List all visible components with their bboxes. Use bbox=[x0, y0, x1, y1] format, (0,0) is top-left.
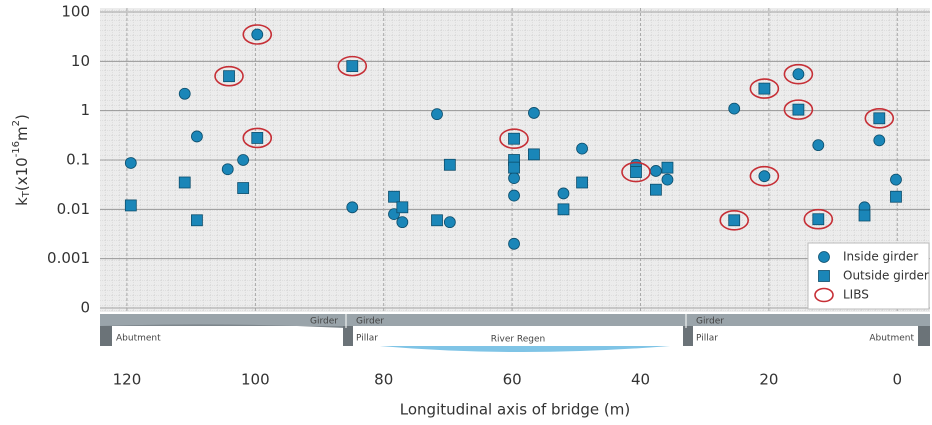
point bbox=[662, 162, 673, 173]
point bbox=[874, 135, 885, 146]
abutment-block bbox=[100, 326, 112, 346]
point bbox=[509, 162, 520, 173]
point bbox=[224, 71, 235, 82]
point bbox=[859, 210, 870, 221]
deck bbox=[100, 314, 930, 326]
point bbox=[125, 157, 136, 168]
x-tick-label: 100 bbox=[241, 371, 270, 389]
point bbox=[347, 202, 358, 213]
point bbox=[509, 238, 520, 249]
y-tick-label: 0.1 bbox=[66, 151, 90, 169]
point bbox=[813, 140, 824, 151]
point bbox=[813, 214, 824, 225]
point bbox=[252, 29, 263, 40]
river-label: River Regen bbox=[491, 335, 546, 345]
point bbox=[238, 183, 249, 194]
point bbox=[577, 143, 588, 154]
point bbox=[729, 215, 740, 226]
y-label-part: k bbox=[13, 197, 31, 206]
point bbox=[650, 184, 661, 195]
y-tick-label: 1 bbox=[80, 101, 90, 119]
point bbox=[874, 113, 885, 124]
x-tick-label: 0 bbox=[892, 371, 902, 389]
point bbox=[528, 149, 539, 160]
x-tick-label: 60 bbox=[503, 371, 522, 389]
y-label-part: ) bbox=[13, 114, 31, 120]
y-label-part: (x10 bbox=[13, 157, 31, 191]
x-tick-label: 120 bbox=[113, 371, 142, 389]
point bbox=[729, 103, 740, 114]
point bbox=[444, 159, 455, 170]
point bbox=[577, 177, 588, 188]
point bbox=[819, 252, 830, 263]
point bbox=[347, 61, 358, 72]
legend-label: LIBS bbox=[843, 288, 869, 302]
pillar-block bbox=[343, 326, 353, 346]
bridge-diagram: Girder Girder Girder Abutment Abutment P… bbox=[100, 314, 930, 352]
point bbox=[528, 107, 539, 118]
abutment-block bbox=[918, 326, 930, 346]
y-tick-label: 0 bbox=[80, 299, 90, 317]
point bbox=[397, 202, 408, 213]
pillar-label: Pillar bbox=[356, 334, 378, 344]
point bbox=[125, 200, 136, 211]
abutment-label: Abutment bbox=[869, 334, 914, 344]
point bbox=[890, 174, 901, 185]
y-axis-label: kT(x10-16m2) bbox=[11, 114, 32, 206]
point bbox=[252, 132, 263, 143]
y-tick-label: 0.01 bbox=[57, 200, 90, 218]
x-tick-label: 20 bbox=[759, 371, 778, 389]
y-label-part: -16 bbox=[11, 141, 22, 157]
pillar-block bbox=[683, 326, 693, 346]
x-tick-label: 80 bbox=[374, 371, 393, 389]
y-label-part: m bbox=[13, 126, 31, 141]
x-axis-label: Longitudinal axis of bridge (m) bbox=[400, 401, 630, 419]
point bbox=[238, 155, 249, 166]
point bbox=[890, 191, 901, 202]
chart: Girder Girder Girder Abutment Abutment P… bbox=[0, 0, 932, 425]
legend-swatch bbox=[819, 271, 830, 282]
legend-label: Inside girder bbox=[843, 250, 918, 264]
point bbox=[397, 217, 408, 228]
point bbox=[662, 174, 673, 185]
point bbox=[793, 69, 804, 80]
point bbox=[191, 215, 202, 226]
point bbox=[388, 191, 399, 202]
point bbox=[819, 271, 830, 282]
point bbox=[179, 88, 190, 99]
point bbox=[191, 131, 202, 142]
point bbox=[444, 217, 455, 228]
legend: Inside girder Outside girder LIBS bbox=[808, 243, 929, 309]
point bbox=[509, 190, 520, 201]
point bbox=[509, 133, 520, 144]
point bbox=[179, 177, 190, 188]
point bbox=[432, 109, 443, 120]
girder-label: Girder bbox=[356, 317, 384, 327]
girder-label: Girder bbox=[696, 317, 724, 327]
y-tick-label: 0.001 bbox=[47, 249, 90, 267]
abutment-label: Abutment bbox=[116, 334, 161, 344]
y-tick-label: 100 bbox=[61, 3, 90, 21]
point bbox=[759, 83, 770, 94]
y-tick-label: 10 bbox=[71, 52, 90, 70]
point bbox=[631, 167, 642, 178]
point bbox=[222, 164, 233, 175]
point bbox=[650, 165, 661, 176]
point bbox=[432, 215, 443, 226]
point bbox=[509, 173, 520, 184]
x-tick-label: 40 bbox=[631, 371, 650, 389]
girder-label: Girder bbox=[310, 317, 338, 327]
legend-swatch bbox=[819, 252, 830, 263]
point bbox=[759, 171, 770, 182]
point bbox=[793, 104, 804, 115]
river bbox=[380, 346, 670, 352]
legend-label: Outside girder bbox=[843, 269, 929, 283]
point bbox=[558, 188, 569, 199]
pillar-label: Pillar bbox=[696, 334, 718, 344]
point bbox=[558, 204, 569, 215]
